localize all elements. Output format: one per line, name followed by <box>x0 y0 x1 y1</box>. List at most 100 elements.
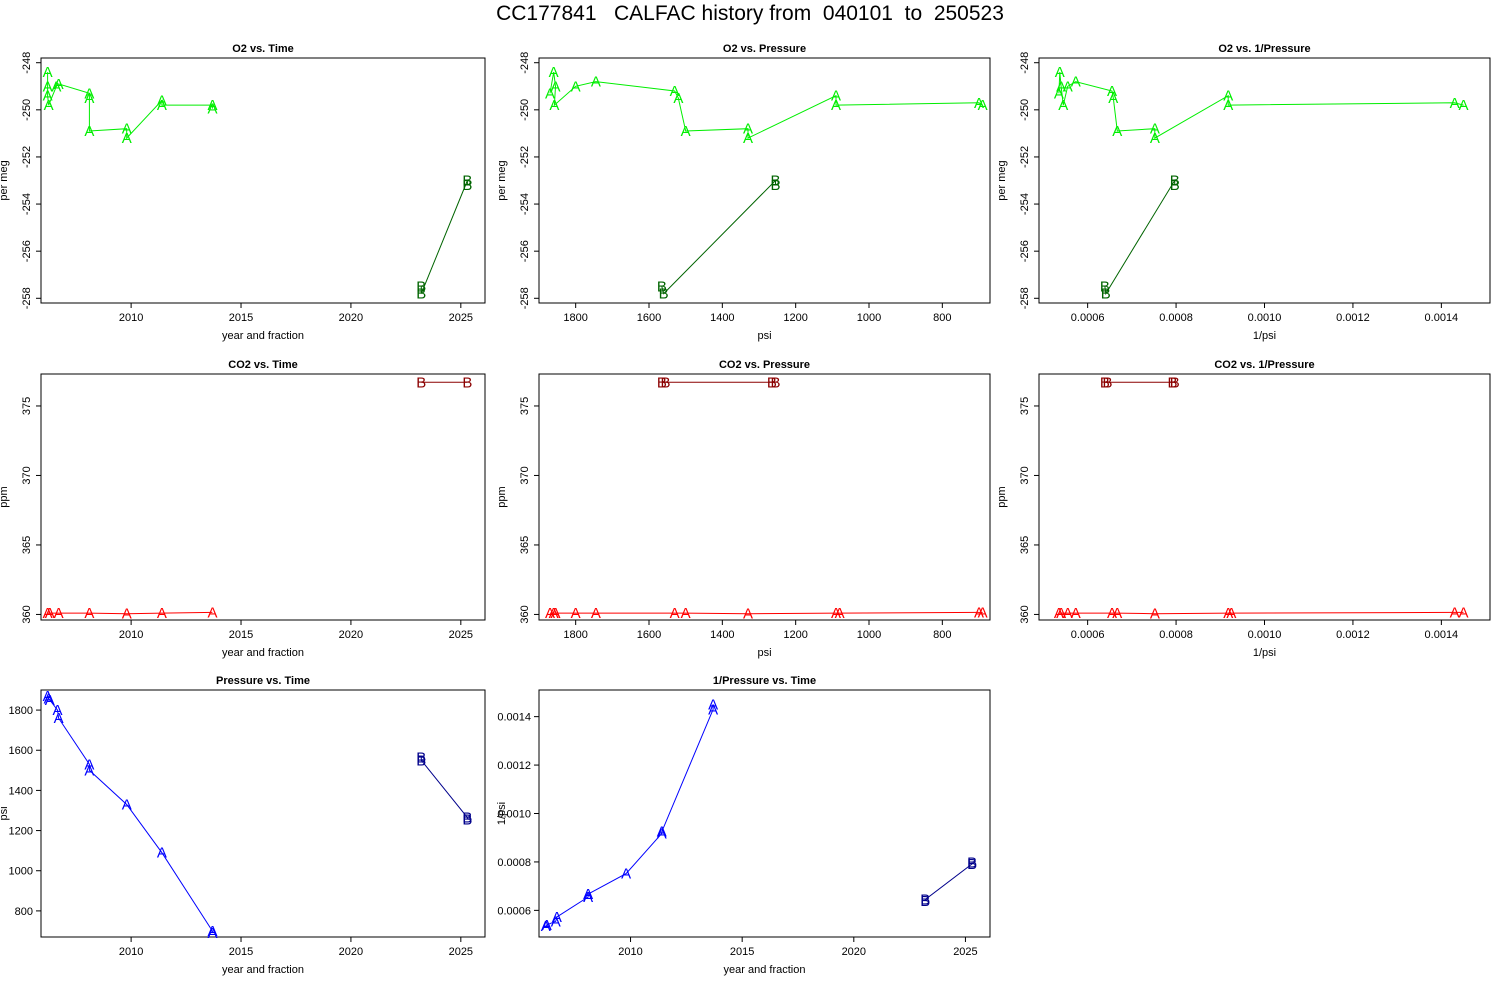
data-point-A: A <box>571 78 581 95</box>
x-tick-label: 1400 <box>710 629 734 641</box>
y-tick-label: 370 <box>519 466 531 484</box>
data-point-B: B <box>1101 286 1111 303</box>
plot-frame <box>40 689 486 938</box>
data-point-A: A <box>549 64 559 81</box>
chart-title: 1/Pressure vs. Time <box>713 675 816 687</box>
data-point-B: B <box>770 177 780 194</box>
data-point-A: A <box>1458 97 1468 114</box>
data-point-A: A <box>1071 605 1081 622</box>
data-point-A: A <box>1063 605 1073 622</box>
data-point-A: A <box>1458 604 1468 621</box>
chart-title: CO2 vs. 1/Pressure <box>1214 359 1314 371</box>
y-tick-label: -254 <box>1019 193 1031 215</box>
data-point-A: A <box>52 702 62 719</box>
data-point-A: A <box>122 796 132 813</box>
x-tick-label: 1400 <box>710 312 734 324</box>
data-point-A: A <box>51 78 61 95</box>
chart-title: O2 vs. Pressure <box>723 43 806 55</box>
series-line-A <box>1058 72 1464 139</box>
plot-frame <box>538 57 991 304</box>
x-tick-label: 1800 <box>563 312 587 324</box>
x-tick-label: 1800 <box>563 629 587 641</box>
y-tick-label: -252 <box>1019 146 1031 168</box>
series-line-B <box>420 757 468 820</box>
x-tick-label: 2025 <box>449 312 473 324</box>
y-axis-label: per meg <box>0 160 10 200</box>
x-tick-label: 0.0014 <box>1425 312 1459 324</box>
y-tick-label: 1000 <box>9 866 33 878</box>
data-point-A: A <box>670 83 680 100</box>
data-point-B: B <box>657 374 667 391</box>
data-point-A: A <box>1054 85 1064 102</box>
x-axis-label: year and fraction <box>222 330 304 342</box>
data-point-A: A <box>978 97 988 114</box>
data-point-A: A <box>43 64 53 81</box>
y-tick-label: -248 <box>1019 52 1031 74</box>
data-point-A: A <box>45 692 55 709</box>
data-point-A: A <box>84 605 94 622</box>
data-point-B: B <box>416 749 426 766</box>
data-point-B: B <box>462 374 472 391</box>
data-point-A: A <box>84 762 94 779</box>
chart-title: Pressure vs. Time <box>216 675 310 687</box>
data-point-A: A <box>43 78 53 95</box>
y-axis-label: per meg <box>996 160 1008 200</box>
data-point-A: A <box>157 97 167 114</box>
data-point-B: B <box>967 856 977 873</box>
x-tick-label: 2020 <box>842 946 866 958</box>
x-tick-label: 1600 <box>637 312 661 324</box>
data-point-A: A <box>1108 90 1118 107</box>
data-point-B: B <box>1100 374 1110 391</box>
data-point-A: A <box>207 604 217 621</box>
y-tick-label: -258 <box>1019 287 1031 309</box>
y-tick-label: 0.0006 <box>497 905 531 917</box>
data-point-A: A <box>122 121 132 138</box>
data-point-B: B <box>770 173 780 190</box>
series-line-A <box>1058 611 1464 615</box>
y-tick-label: 375 <box>21 397 33 415</box>
chart-title: CO2 vs. Time <box>228 359 298 371</box>
data-point-A: A <box>1058 97 1068 114</box>
x-tick-label: 2025 <box>449 946 473 958</box>
y-tick-label: 370 <box>21 466 33 484</box>
data-point-A: A <box>1226 605 1236 622</box>
x-tick-label: 1000 <box>857 629 881 641</box>
y-tick-label: 375 <box>519 397 531 415</box>
y-tick-label: -256 <box>519 240 531 262</box>
data-point-A: A <box>1063 78 1073 95</box>
data-point-B: B <box>767 374 777 391</box>
x-axis-label: psi <box>757 647 771 659</box>
data-point-A: A <box>1450 604 1460 621</box>
x-tick-label: 0.0010 <box>1248 312 1282 324</box>
y-tick-label: -256 <box>1019 240 1031 262</box>
y-tick-label: 365 <box>519 536 531 554</box>
data-point-A: A <box>207 923 217 940</box>
chart-title: O2 vs. Time <box>232 43 294 55</box>
series-line-B <box>420 180 468 294</box>
data-point-A: A <box>974 604 984 621</box>
data-point-B: B <box>659 286 669 303</box>
data-point-A: A <box>1056 78 1066 95</box>
data-point-A: A <box>549 605 559 622</box>
data-point-A: A <box>122 606 132 623</box>
data-point-A: A <box>1150 121 1160 138</box>
data-point-A: A <box>44 690 54 707</box>
series-line-A <box>545 704 714 927</box>
data-point-A: A <box>1223 97 1233 114</box>
y-tick-label: -250 <box>519 99 531 121</box>
data-point-A: A <box>541 918 551 935</box>
data-point-A: A <box>84 756 94 773</box>
y-tick-label: 1600 <box>9 745 33 757</box>
data-point-A: A <box>207 925 217 942</box>
data-point-B: B <box>1170 177 1180 194</box>
x-tick-label: 2010 <box>119 946 143 958</box>
data-point-A: A <box>122 130 132 147</box>
x-tick-label: 0.0008 <box>1159 312 1193 324</box>
y-tick-label: -252 <box>21 146 33 168</box>
data-point-B: B <box>416 279 426 296</box>
data-point-B: B <box>920 893 930 910</box>
data-point-B: B <box>660 374 670 391</box>
data-point-A: A <box>43 688 53 705</box>
